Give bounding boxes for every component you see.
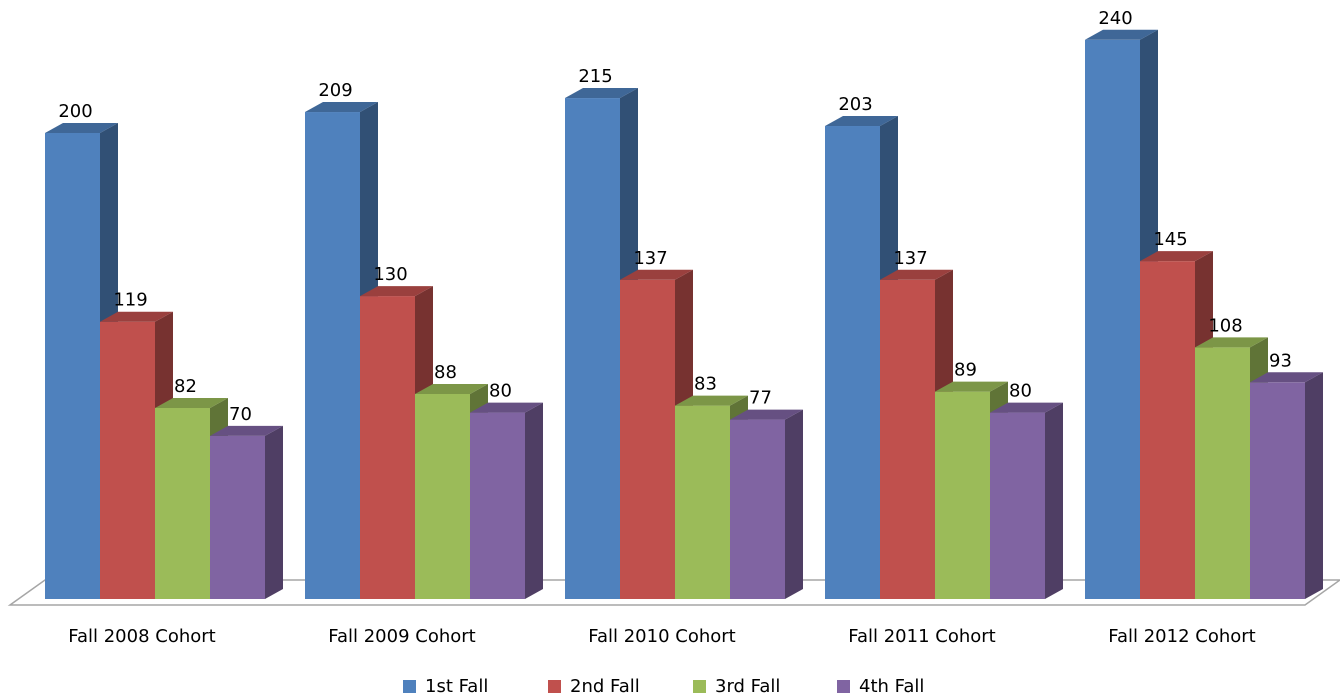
bar bbox=[880, 279, 935, 599]
bar-side bbox=[785, 409, 803, 599]
data-label: 137 bbox=[633, 248, 667, 269]
bar bbox=[825, 126, 880, 599]
x-tick-label: Fall 2012 Cohort bbox=[1108, 626, 1255, 647]
x-tick-label: Fall 2008 Cohort bbox=[68, 626, 215, 647]
floor bbox=[7, 579, 1340, 606]
bar bbox=[45, 133, 100, 599]
data-label: 82 bbox=[174, 376, 197, 397]
bar-top bbox=[620, 269, 693, 280]
data-label: 108 bbox=[1208, 315, 1242, 336]
data-label: 203 bbox=[838, 94, 872, 115]
data-label: 77 bbox=[749, 388, 772, 409]
bar bbox=[990, 412, 1045, 599]
data-label: 80 bbox=[1009, 381, 1032, 402]
bar-top bbox=[470, 402, 543, 413]
legend-label: 2nd Fall bbox=[570, 676, 640, 697]
bar-top bbox=[360, 286, 433, 297]
bar bbox=[1195, 347, 1250, 599]
bar-top bbox=[825, 116, 898, 127]
data-label: 88 bbox=[434, 362, 457, 383]
legend-swatch bbox=[837, 680, 850, 693]
bar-top bbox=[990, 402, 1063, 413]
bar bbox=[415, 393, 470, 599]
bar bbox=[210, 435, 265, 599]
bar bbox=[935, 391, 990, 599]
data-label: 145 bbox=[1153, 229, 1187, 250]
bar-top bbox=[415, 383, 488, 394]
x-tick-label: Fall 2009 Cohort bbox=[328, 626, 475, 647]
data-label: 137 bbox=[893, 248, 927, 269]
bar-side bbox=[1305, 372, 1323, 599]
data-label: 80 bbox=[489, 381, 512, 402]
bar-top bbox=[880, 269, 953, 280]
bar bbox=[730, 419, 785, 599]
bar-top bbox=[100, 311, 173, 322]
bar-top bbox=[1085, 29, 1158, 40]
bar-top bbox=[675, 395, 748, 406]
bar bbox=[675, 405, 730, 599]
data-label: 89 bbox=[954, 360, 977, 381]
bar-top bbox=[1250, 372, 1323, 383]
data-label: 200 bbox=[58, 101, 92, 122]
bar-top bbox=[305, 102, 378, 113]
data-label: 119 bbox=[113, 290, 147, 311]
bar bbox=[305, 112, 360, 599]
bar bbox=[100, 321, 155, 599]
data-label: 93 bbox=[1269, 350, 1292, 371]
bar bbox=[360, 296, 415, 599]
bar-side bbox=[525, 402, 543, 599]
data-label: 130 bbox=[373, 264, 407, 285]
bar-top bbox=[935, 381, 1008, 392]
bar bbox=[1085, 39, 1140, 600]
legend-swatch bbox=[693, 680, 706, 693]
bar-side bbox=[1045, 402, 1063, 599]
bar-top bbox=[210, 425, 283, 436]
bar bbox=[155, 407, 210, 599]
data-label: 215 bbox=[578, 66, 612, 87]
data-label: 70 bbox=[229, 404, 252, 425]
legend-label: 3rd Fall bbox=[715, 676, 780, 697]
bar-side bbox=[265, 425, 283, 599]
bar-top bbox=[1195, 337, 1268, 348]
data-label: 240 bbox=[1098, 8, 1132, 29]
bar bbox=[470, 412, 525, 599]
legend-swatch bbox=[548, 680, 561, 693]
bar-top bbox=[155, 397, 228, 408]
bar bbox=[1250, 382, 1305, 599]
x-tick-label: Fall 2010 Cohort bbox=[588, 626, 735, 647]
data-label: 83 bbox=[694, 374, 717, 395]
bar-top bbox=[730, 409, 803, 420]
bar-top bbox=[45, 123, 118, 133]
bar-top bbox=[565, 88, 638, 99]
bar bbox=[1140, 261, 1195, 599]
bar-top bbox=[1140, 251, 1213, 262]
legend-label: 4th Fall bbox=[859, 676, 924, 697]
legend-swatch bbox=[403, 680, 416, 693]
legend-label: 1st Fall bbox=[425, 676, 488, 697]
data-label: 209 bbox=[318, 80, 352, 101]
bar bbox=[565, 98, 620, 600]
x-tick-label: Fall 2011 Cohort bbox=[848, 626, 995, 647]
bar bbox=[620, 279, 675, 599]
